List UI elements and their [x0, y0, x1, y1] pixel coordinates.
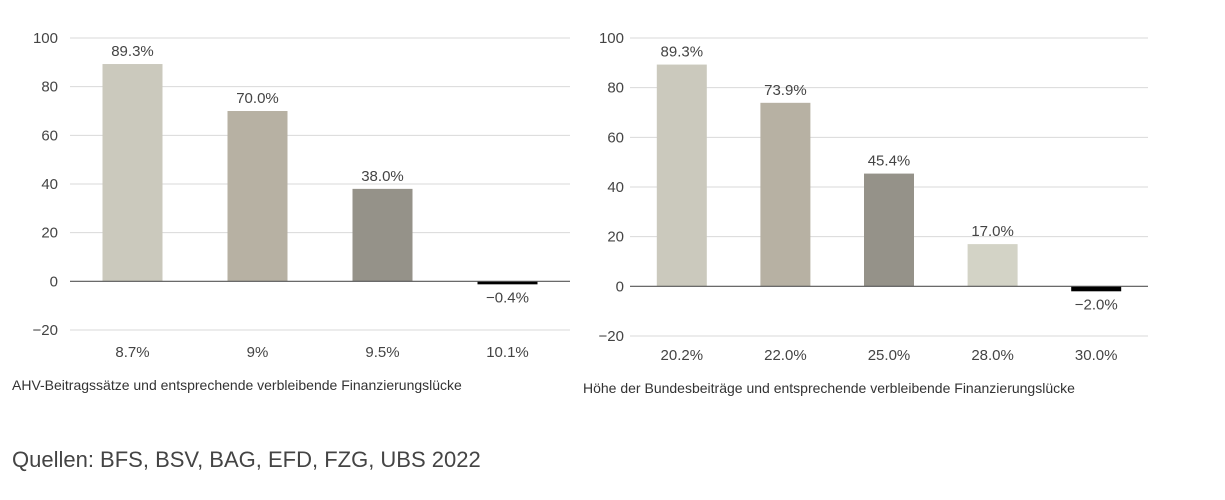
- x-axis-label: AHV-Beitragssätze und entsprechende verb…: [12, 377, 462, 393]
- y-tick-label: 80: [41, 79, 58, 96]
- x-category-label: 20.2%: [661, 347, 704, 364]
- bar: [102, 64, 163, 282]
- y-tick-label: 20: [41, 225, 58, 242]
- charts-canvas: 100 80 60 40 20 0 −20 89.3% 8.7% 70.0% 9% 38.0% 9.5%…: [12, 30, 1148, 396]
- x-category-label: 10.1%: [486, 344, 529, 361]
- y-tick-label: 100: [599, 30, 624, 47]
- chart-federal-contributions: 100 80 60 40 20 0 −20 89.3% 20.2% 73.9% 22.0% 45.4%…: [583, 30, 1148, 396]
- y-tick-label: 40: [607, 179, 624, 196]
- bar: [864, 173, 914, 287]
- bar: [760, 102, 811, 287]
- data-label: 45.4%: [868, 153, 911, 170]
- x-category-label: 22.0%: [764, 347, 807, 364]
- data-label: 89.3%: [661, 44, 704, 61]
- y-tick-label: 20: [607, 229, 624, 246]
- bar: [967, 244, 1018, 287]
- data-label: 38.0%: [361, 168, 404, 185]
- data-label: 73.9%: [764, 82, 807, 99]
- x-category-label: 30.0%: [1075, 347, 1118, 364]
- y-tick-label: 0: [50, 273, 58, 290]
- y-tick-label: 100: [33, 30, 58, 47]
- x-category-label: 8.7%: [115, 344, 149, 361]
- bar: [477, 281, 538, 285]
- y-tick-label: −20: [599, 328, 624, 345]
- x-category-label: 9.5%: [365, 344, 399, 361]
- bar: [656, 64, 707, 287]
- data-label: 17.0%: [971, 223, 1014, 240]
- data-label: −0.4%: [486, 289, 529, 306]
- chart-ahv-contribution-rates: 100 80 60 40 20 0 −20 89.3% 8.7% 70.0% 9% 38.0% 9.5%…: [12, 30, 570, 393]
- x-category-label: 9%: [247, 344, 269, 361]
- bar: [227, 111, 288, 282]
- y-tick-label: −20: [33, 322, 58, 339]
- x-axis-label: Höhe der Bundesbeiträge und entsprechend…: [583, 380, 1075, 396]
- source-note: Quellen: BFS, BSV, BAG, EFD, FZG, UBS 20…: [12, 447, 481, 472]
- data-label: 70.0%: [236, 90, 279, 107]
- y-tick-label: 60: [41, 127, 58, 144]
- data-label: −2.0%: [1075, 296, 1118, 313]
- x-category-label: 25.0%: [868, 347, 911, 364]
- data-label: 89.3%: [111, 43, 154, 60]
- x-category-label: 28.0%: [971, 347, 1014, 364]
- y-tick-label: 60: [607, 129, 624, 146]
- bar: [1071, 286, 1122, 292]
- y-tick-label: 80: [607, 80, 624, 97]
- y-tick-label: 40: [41, 176, 58, 193]
- y-tick-label: 0: [616, 278, 624, 295]
- bar: [352, 188, 413, 282]
